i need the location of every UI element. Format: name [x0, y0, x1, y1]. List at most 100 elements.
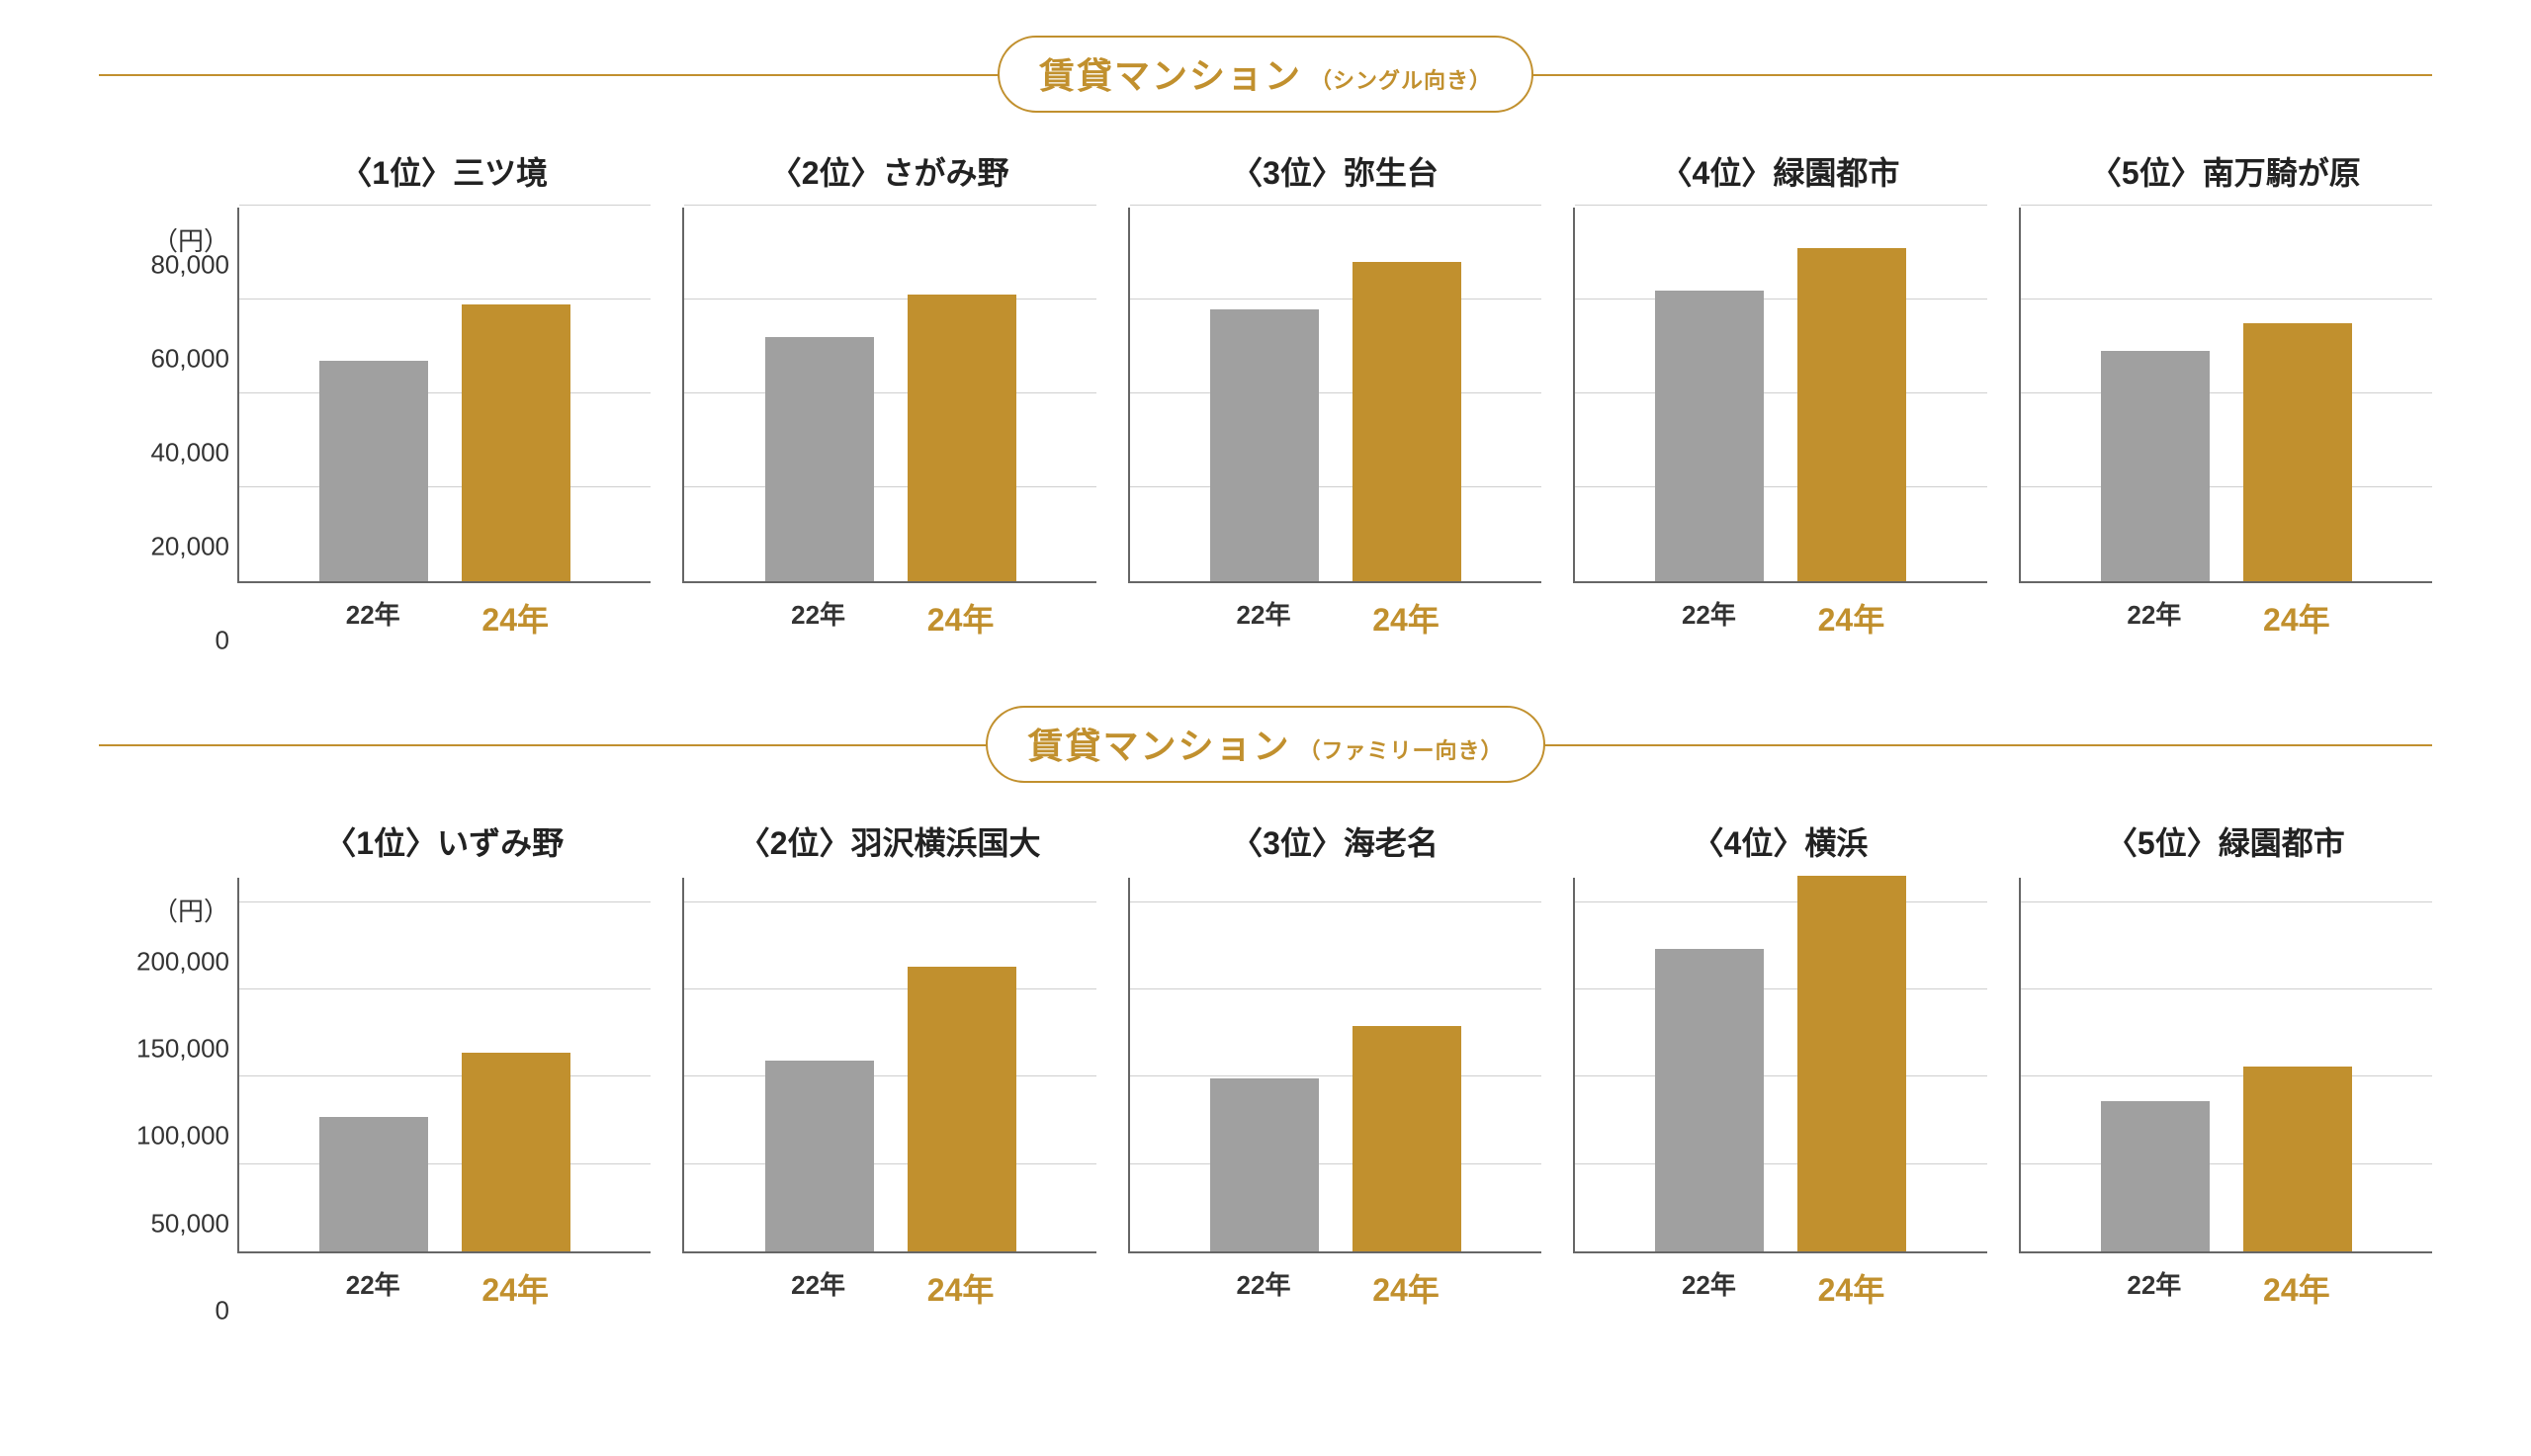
- header-pill: 賃貸マンション（シングル向き）: [998, 36, 1533, 113]
- bar-24: [462, 1053, 570, 1251]
- charts-row: （円）020,00040,00060,00080,000〈1位〉三ツ境22年24…: [99, 148, 2432, 641]
- x-labels: 22年 24年: [682, 1265, 1095, 1311]
- y-tick-label: 20,000: [150, 532, 229, 562]
- x-label-22: 22年: [1209, 595, 1318, 641]
- y-tick-label: 60,000: [150, 344, 229, 375]
- panel-title: 〈3位〉海老名: [1128, 818, 1541, 864]
- chart-panel: 〈2位〉さがみ野 22年 24年: [682, 148, 1095, 641]
- chart-panel: 〈4位〉緑園都市 22年 24年: [1573, 148, 1986, 641]
- bar-22: [319, 1117, 428, 1251]
- chart-panel: 〈3位〉海老名 22年24年: [1128, 818, 1541, 1311]
- x-labels: 22年 24年: [1573, 1265, 1986, 1311]
- panel-title: 〈2位〉さがみ野: [682, 148, 1095, 194]
- x-labels: 22年 24年: [237, 1265, 651, 1311]
- x-labels: 22年24年: [1128, 1265, 1541, 1311]
- plot-area: [682, 208, 1095, 583]
- header-sub: （シングル向き）: [1310, 63, 1492, 95]
- x-labels: 22年 24年: [237, 595, 651, 641]
- y-tick-label: 80,000: [150, 250, 229, 281]
- plot-area: [2019, 878, 2432, 1253]
- bar-22: [1655, 949, 1764, 1251]
- x-label-24: 24年: [1796, 1265, 1905, 1311]
- bar-24: [462, 304, 570, 581]
- y-tick-label: 100,000: [136, 1121, 229, 1152]
- gridline: [239, 205, 651, 206]
- panel-title: 〈2位〉羽沢横浜国大: [682, 818, 1095, 864]
- plot-area: [1128, 208, 1541, 583]
- header-pill: 賃貸マンション （ファミリー向き）: [986, 706, 1544, 783]
- section-header: 賃貸マンション（シングル向き）: [99, 40, 2432, 109]
- chart-panel: 〈3位〉弥生台 22年 24年: [1128, 148, 1541, 641]
- y-axis-unit: （円）: [152, 892, 237, 928]
- x-label-24: 24年: [907, 595, 1015, 641]
- y-tick-label: 40,000: [150, 438, 229, 469]
- bar-22: [2101, 351, 2210, 581]
- header-main: 賃貸マンション: [1039, 47, 1302, 99]
- x-label-22: 22年: [764, 595, 873, 641]
- bar-24: [908, 967, 1016, 1251]
- bar-24: [1353, 1026, 1461, 1251]
- x-label-24: 24年: [1352, 1265, 1460, 1311]
- gridline: [1575, 205, 1986, 206]
- chart-panel: 〈2位〉羽沢横浜国大 22年 24年: [682, 818, 1095, 1311]
- x-labels: 22年 24年: [1573, 595, 1986, 641]
- bar-24: [1353, 262, 1461, 581]
- bar-22: [1210, 309, 1319, 582]
- x-label-22: 22年: [764, 1265, 873, 1311]
- x-label-22: 22年: [2100, 1265, 2209, 1311]
- panel-title: 〈4位〉横浜: [1573, 818, 1986, 864]
- plot-area: [2019, 208, 2432, 583]
- x-labels: 22年 24年: [1128, 595, 1541, 641]
- plot-area: [682, 878, 1095, 1253]
- header-sub: （ファミリー向き）: [1299, 733, 1504, 765]
- x-label-22: 22年: [318, 595, 427, 641]
- plot-area: [237, 208, 651, 583]
- panel-title: 〈1位〉いずみ野: [237, 818, 651, 864]
- bar-22: [765, 1061, 874, 1251]
- y-tick-label: 0: [216, 626, 229, 656]
- x-label-22: 22年: [1654, 595, 1763, 641]
- y-tick-label: 150,000: [136, 1033, 229, 1064]
- bar-24: [908, 295, 1016, 581]
- bar-24: [1797, 876, 1906, 1251]
- bar-22: [765, 337, 874, 581]
- bar-24: [2243, 323, 2352, 581]
- x-label-24: 24年: [1352, 595, 1460, 641]
- page: 賃貸マンション（シングル向き）（円）020,00040,00060,00080,…: [0, 0, 2531, 1456]
- gridline: [684, 205, 1095, 206]
- x-label-22: 22年: [1654, 1265, 1763, 1311]
- x-label-24: 24年: [1796, 595, 1905, 641]
- plot-area: [1128, 878, 1541, 1253]
- charts-row: （円）050,000100,000150,000200,000〈1位〉いずみ野2…: [99, 818, 2432, 1311]
- y-tick-label: 50,000: [150, 1208, 229, 1239]
- section-single: 賃貸マンション（シングル向き）（円）020,00040,00060,00080,…: [99, 40, 2432, 641]
- x-label-22: 22年: [318, 1265, 427, 1311]
- x-label-24: 24年: [461, 1265, 569, 1311]
- y-axis: （円）020,00040,00060,00080,000: [99, 206, 237, 641]
- x-label-24: 24年: [2242, 595, 2351, 641]
- bar-24: [1797, 248, 1906, 581]
- x-label-24: 24年: [2242, 1265, 2351, 1311]
- x-label-24: 24年: [461, 595, 569, 641]
- gridline: [2021, 205, 2432, 206]
- gridline: [1130, 205, 1541, 206]
- bar-22: [1210, 1078, 1319, 1251]
- x-labels: 22年 24年: [2019, 1265, 2432, 1311]
- chart-panel: 〈5位〉南万騎が原22年24年: [2019, 148, 2432, 641]
- section-header: 賃貸マンション （ファミリー向き）: [99, 710, 2432, 779]
- x-label-24: 24年: [907, 1265, 1015, 1311]
- plot-area: [1573, 208, 1986, 583]
- panels: 〈1位〉いずみ野22年24年〈2位〉羽沢横浜国大22年24年〈3位〉海老名22年…: [237, 818, 2432, 1311]
- plot-area: [1573, 878, 1986, 1253]
- x-labels: 22年 24年: [682, 595, 1095, 641]
- panels: 〈1位〉三ツ境22年24年〈2位〉さがみ野22年24年〈3位〉弥生台22年24年…: [237, 148, 2432, 641]
- x-label-22: 22年: [2100, 595, 2209, 641]
- chart-panel: 〈5位〉緑園都市22年24年: [2019, 818, 2432, 1311]
- bar-24: [2243, 1067, 2352, 1251]
- header-main: 賃貸マンション: [1027, 718, 1290, 769]
- y-tick-label: 200,000: [136, 946, 229, 977]
- chart-panel: 〈4位〉横浜 22年 24年: [1573, 818, 1986, 1311]
- panel-title: 〈4位〉緑園都市: [1573, 148, 1986, 194]
- x-labels: 22年 24年: [2019, 595, 2432, 641]
- panel-title: 〈3位〉弥生台: [1128, 148, 1541, 194]
